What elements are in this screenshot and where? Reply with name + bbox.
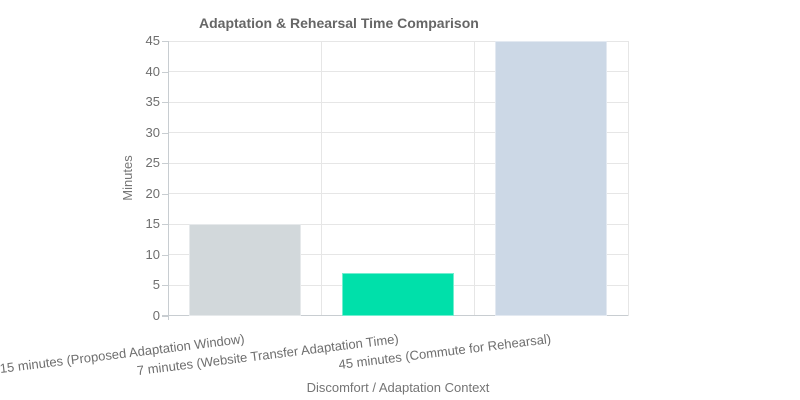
x-tick-label: 15 minutes (Proposed Adaptation Window) <box>0 331 246 376</box>
y-tick-label: 5 <box>152 277 160 292</box>
plot-area <box>162 40 629 320</box>
y-tick-label: 10 <box>145 246 160 262</box>
bar <box>495 41 608 316</box>
gridline <box>168 40 628 42</box>
y-tick-label: 35 <box>145 94 160 109</box>
gridline <box>168 254 628 255</box>
gridline <box>168 101 628 103</box>
bar <box>188 224 301 316</box>
category-separator <box>627 41 629 316</box>
gridline <box>168 132 628 133</box>
gridline <box>168 193 628 194</box>
y-tick-label: 20 <box>145 185 160 201</box>
category-separator <box>320 41 322 316</box>
chart-title: Adaptation & Rehearsal Time Comparison <box>199 15 479 31</box>
gridline <box>168 162 628 164</box>
x-tick-label: 7 minutes (Website Transfer Adaptation T… <box>135 331 399 379</box>
y-tick-label: 30 <box>145 124 160 140</box>
gridline <box>168 223 628 225</box>
x-axis-title: Discomfort / Adaptation Context <box>306 380 490 395</box>
y-tick-label: 25 <box>145 155 160 170</box>
x-axis-line <box>162 315 628 316</box>
y-tick-label: 0 <box>152 307 160 323</box>
y-tick-label: 45 <box>145 33 160 48</box>
y-axis-line <box>167 41 169 320</box>
gridline <box>168 71 628 72</box>
y-tick-label: 40 <box>145 63 160 79</box>
x-tick-label: 45 minutes (Commute for Rehearsal) <box>338 331 553 373</box>
bar <box>342 272 454 316</box>
y-tick-label: 15 <box>145 216 160 231</box>
category-separator <box>474 41 476 316</box>
y-axis-title: Minutes <box>120 155 135 201</box>
